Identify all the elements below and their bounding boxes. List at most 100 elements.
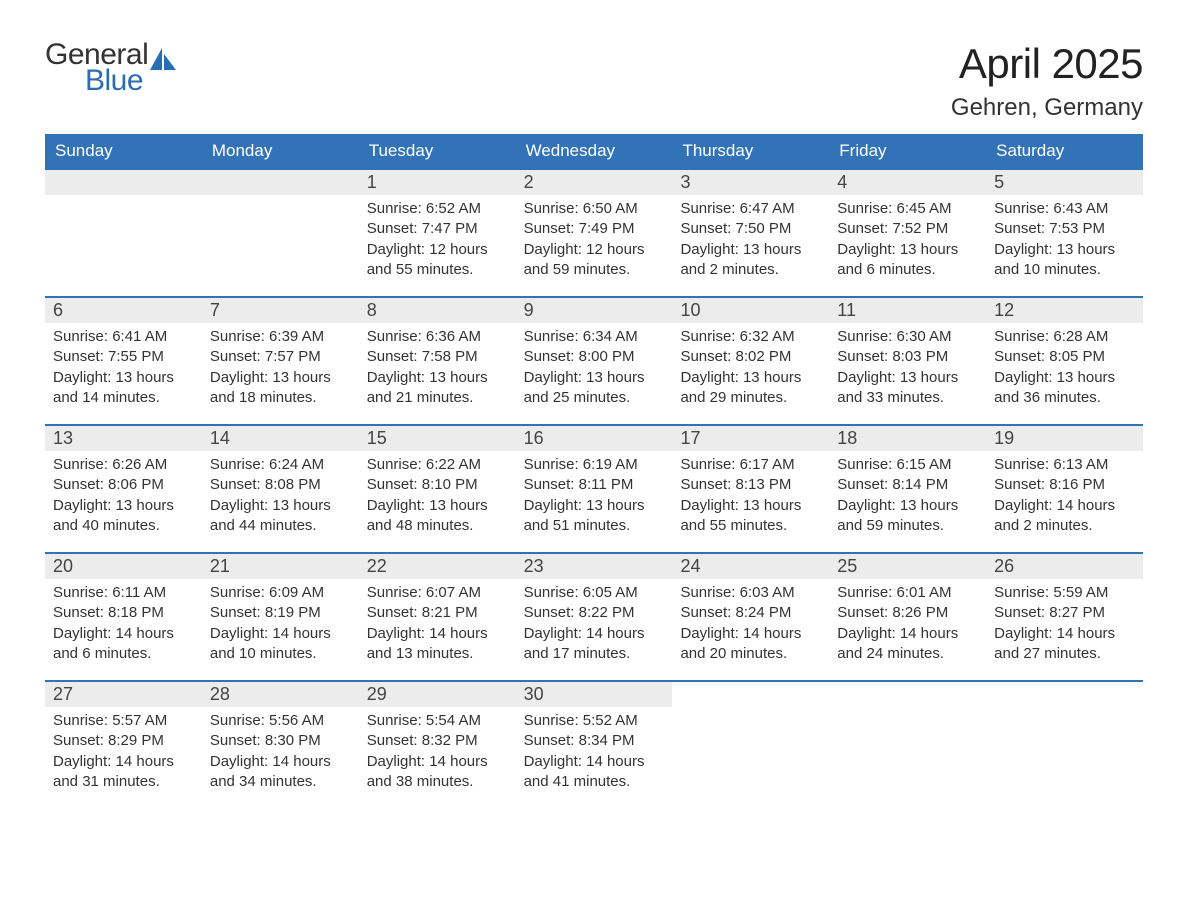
sunrise-line: Sunrise: 6:52 AM: [367, 199, 508, 219]
sunrise-line: Sunrise: 6:45 AM: [837, 199, 978, 219]
daylight-line: Daylight: 13 hours and 55 minutes.: [680, 496, 821, 537]
sunset-line: Sunset: 8:02 PM: [680, 347, 821, 367]
daylight-line: Daylight: 14 hours and 38 minutes.: [367, 752, 508, 793]
sunrise-line: Sunrise: 6:26 AM: [53, 455, 194, 475]
sunset-line: Sunset: 7:55 PM: [53, 347, 194, 367]
day-cell: 1 Sunrise: 6:52 AMSunset: 7:47 PMDaylight…: [359, 170, 516, 296]
day-number: 3: [672, 170, 829, 195]
daylight-line: Daylight: 14 hours and 31 minutes.: [53, 752, 194, 793]
day-number: 22: [359, 554, 516, 579]
sunrise-line: Sunrise: 5:56 AM: [210, 711, 351, 731]
daylight-line: Daylight: 14 hours and 41 minutes.: [524, 752, 665, 793]
empty-day-strip: [45, 170, 202, 195]
daylight-line: Daylight: 14 hours and 24 minutes.: [837, 624, 978, 665]
day-cell: [829, 682, 986, 808]
logo-text-blue: Blue: [85, 66, 176, 96]
daylight-line: Daylight: 14 hours and 27 minutes.: [994, 624, 1135, 665]
day-cell: 12Sunrise: 6:28 AMSunset: 8:05 PMDayligh…: [986, 298, 1143, 424]
weeks-container: 1Sunrise: 6:52 AMSunset: 7:47 PMDaylight…: [45, 168, 1143, 808]
daylight-line: Daylight: 14 hours and 6 minutes.: [53, 624, 194, 665]
sunrise-line: Sunrise: 6:13 AM: [994, 455, 1135, 475]
sunset-line: Sunset: 8:30 PM: [210, 731, 351, 751]
sunrise-line: Sunrise: 6:03 AM: [680, 583, 821, 603]
day-cell: 8Sunrise: 6:36 AMSunset: 7:58 PMDaylight…: [359, 298, 516, 424]
sunset-line: Sunset: 8:10 PM: [367, 475, 508, 495]
daylight-line: Daylight: 13 hours and 6 minutes.: [837, 240, 978, 281]
day-number: 30: [516, 682, 673, 707]
dow-cell: Thursday: [672, 134, 829, 168]
day-number: 19: [986, 426, 1143, 451]
sunset-line: Sunset: 8:08 PM: [210, 475, 351, 495]
sunrise-line: Sunrise: 6:09 AM: [210, 583, 351, 603]
sunrise-line: Sunrise: 5:52 AM: [524, 711, 665, 731]
week-row: 13Sunrise: 6:26 AMSunset: 8:06 PMDayligh…: [45, 424, 1143, 552]
daylight-line: Daylight: 13 hours and 18 minutes.: [210, 368, 351, 409]
day-cell: 17Sunrise: 6:17 AMSunset: 8:13 PMDayligh…: [672, 426, 829, 552]
sunrise-line: Sunrise: 6:15 AM: [837, 455, 978, 475]
daylight-line: Daylight: 13 hours and 14 minutes.: [53, 368, 194, 409]
day-cell: 6Sunrise: 6:41 AMSunset: 7:55 PMDaylight…: [45, 298, 202, 424]
sunrise-line: Sunrise: 6:41 AM: [53, 327, 194, 347]
daylight-line: Daylight: 13 hours and 10 minutes.: [994, 240, 1135, 281]
day-cell: 9Sunrise: 6:34 AMSunset: 8:00 PMDaylight…: [516, 298, 673, 424]
sunset-line: Sunset: 8:29 PM: [53, 731, 194, 751]
daylight-line: Daylight: 14 hours and 13 minutes.: [367, 624, 508, 665]
day-cell: 13Sunrise: 6:26 AMSunset: 8:06 PMDayligh…: [45, 426, 202, 552]
daylight-line: Daylight: 12 hours and 55 minutes.: [367, 240, 508, 281]
sunset-line: Sunset: 8:22 PM: [524, 603, 665, 623]
sunrise-line: Sunrise: 6:50 AM: [524, 199, 665, 219]
sunset-line: Sunset: 8:21 PM: [367, 603, 508, 623]
day-number: 8: [359, 298, 516, 323]
sunset-line: Sunset: 8:06 PM: [53, 475, 194, 495]
sunset-line: Sunset: 7:47 PM: [367, 219, 508, 239]
logo: General Blue: [45, 40, 176, 96]
day-cell: 5 Sunrise: 6:43 AMSunset: 7:53 PMDaylight…: [986, 170, 1143, 296]
day-number: 16: [516, 426, 673, 451]
sunrise-line: Sunrise: 6:32 AM: [680, 327, 821, 347]
day-cell: 2Sunrise: 6:50 AMSunset: 7:49 PMDaylight…: [516, 170, 673, 296]
sunrise-line: Sunrise: 6:34 AM: [524, 327, 665, 347]
day-cell: 22 Sunrise: 6:07 AMSunset: 8:21 PMDayligh…: [359, 554, 516, 680]
day-cell: 28Sunrise: 5:56 AMSunset: 8:30 PMDayligh…: [202, 682, 359, 808]
day-number: 11: [829, 298, 986, 323]
day-number: 29: [359, 682, 516, 707]
sunrise-line: Sunrise: 6:07 AM: [367, 583, 508, 603]
day-number: 24: [672, 554, 829, 579]
day-number: 5: [986, 170, 1143, 195]
day-number: 20: [45, 554, 202, 579]
sunrise-line: Sunrise: 6:17 AM: [680, 455, 821, 475]
day-number: 7: [202, 298, 359, 323]
dow-cell: Monday: [202, 134, 359, 168]
day-number: 2: [516, 170, 673, 195]
sunset-line: Sunset: 8:03 PM: [837, 347, 978, 367]
sunset-line: Sunset: 8:05 PM: [994, 347, 1135, 367]
sunrise-line: Sunrise: 6:11 AM: [53, 583, 194, 603]
day-cell: 14Sunrise: 6:24 AMSunset: 8:08 PMDayligh…: [202, 426, 359, 552]
daylight-line: Daylight: 14 hours and 10 minutes.: [210, 624, 351, 665]
day-number: 10: [672, 298, 829, 323]
daylight-line: Daylight: 13 hours and 29 minutes.: [680, 368, 821, 409]
dow-cell: Sunday: [45, 134, 202, 168]
daylight-line: Daylight: 14 hours and 34 minutes.: [210, 752, 351, 793]
day-cell: 11Sunrise: 6:30 AMSunset: 8:03 PMDayligh…: [829, 298, 986, 424]
day-cell: 21Sunrise: 6:09 AMSunset: 8:19 PMDayligh…: [202, 554, 359, 680]
daylight-line: Daylight: 13 hours and 25 minutes.: [524, 368, 665, 409]
day-cell: 27Sunrise: 5:57 AMSunset: 8:29 PMDayligh…: [45, 682, 202, 808]
week-row: 1Sunrise: 6:52 AMSunset: 7:47 PMDaylight…: [45, 168, 1143, 296]
day-number: 26: [986, 554, 1143, 579]
sunrise-line: Sunrise: 6:43 AM: [994, 199, 1135, 219]
daylight-line: Daylight: 13 hours and 51 minutes.: [524, 496, 665, 537]
sunrise-line: Sunrise: 6:05 AM: [524, 583, 665, 603]
day-cell: 23Sunrise: 6:05 AMSunset: 8:22 PMDayligh…: [516, 554, 673, 680]
sunset-line: Sunset: 7:53 PM: [994, 219, 1135, 239]
sunrise-line: Sunrise: 6:39 AM: [210, 327, 351, 347]
dow-cell: Friday: [829, 134, 986, 168]
day-cell: 18Sunrise: 6:15 AMSunset: 8:14 PMDayligh…: [829, 426, 986, 552]
daylight-line: Daylight: 13 hours and 21 minutes.: [367, 368, 508, 409]
calendar: SundayMondayTuesdayWednesdayThursdayFrid…: [45, 134, 1143, 808]
day-number: 1: [359, 170, 516, 195]
sunset-line: Sunset: 8:13 PM: [680, 475, 821, 495]
sunrise-line: Sunrise: 5:57 AM: [53, 711, 194, 731]
dow-cell: Tuesday: [359, 134, 516, 168]
daylight-line: Daylight: 12 hours and 59 minutes.: [524, 240, 665, 281]
